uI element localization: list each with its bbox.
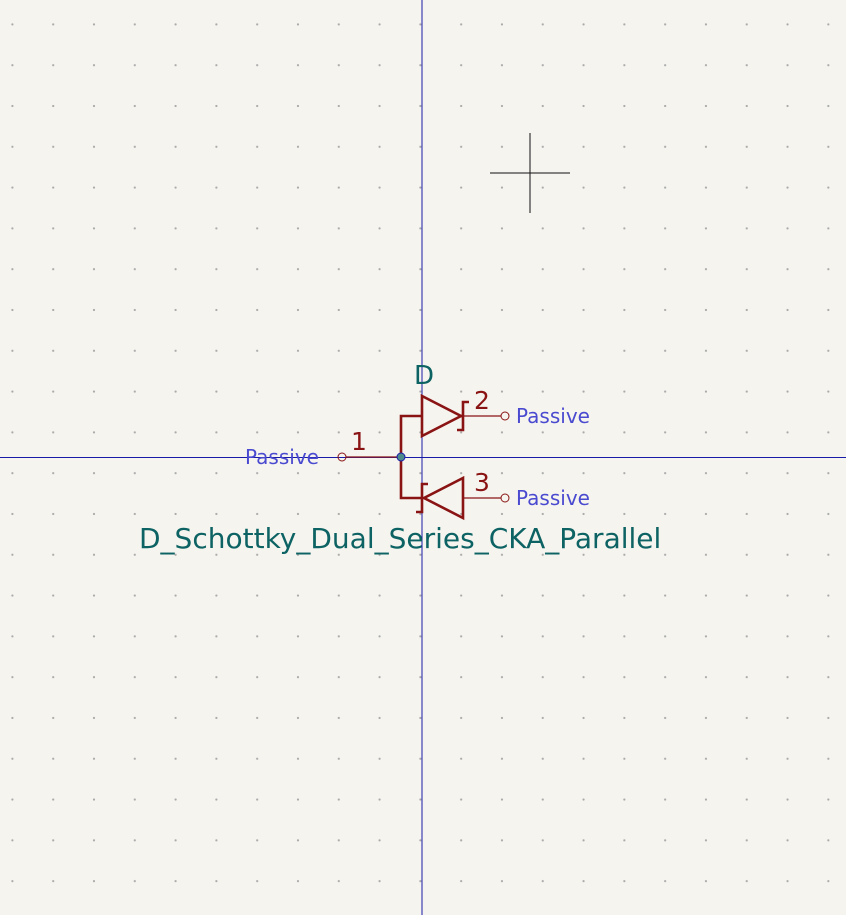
pin-2-type: Passive bbox=[516, 404, 590, 428]
lower-diode-triangle-icon bbox=[421, 475, 465, 521]
upper-diode-triangle-icon bbox=[420, 393, 464, 439]
pin-2[interactable]: 2 Passive bbox=[463, 386, 590, 428]
pin-1-end-icon bbox=[337, 452, 347, 462]
pin-3-number: 3 bbox=[474, 468, 490, 497]
reference-field[interactable]: D bbox=[414, 361, 434, 391]
pin-3-end-icon bbox=[500, 493, 510, 503]
value-field[interactable]: D_Schottky_Dual_Series_CKA_Parallel bbox=[139, 522, 661, 555]
lower-schottky-bar-icon bbox=[416, 482, 428, 514]
pin-2-end-icon bbox=[500, 411, 510, 421]
pin-2-number: 2 bbox=[474, 386, 490, 415]
pin-1[interactable]: 1 Passive bbox=[245, 427, 406, 469]
pin-1-number: 1 bbox=[351, 427, 367, 456]
crosshair-cursor bbox=[490, 133, 570, 213]
pin-1-type: Passive bbox=[245, 445, 319, 469]
pin-3-type: Passive bbox=[516, 486, 590, 510]
junction-node-icon bbox=[396, 452, 406, 462]
pin-3[interactable]: 3 Passive bbox=[463, 468, 590, 510]
